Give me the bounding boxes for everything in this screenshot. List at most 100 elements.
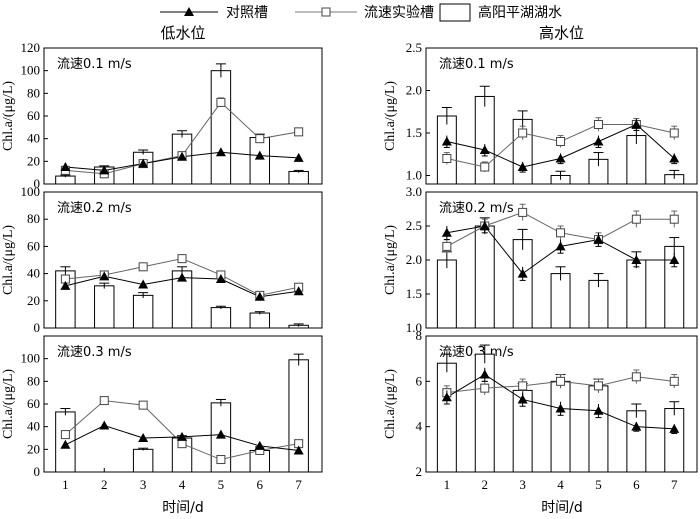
control-point (479, 221, 490, 230)
lake-bar (288, 171, 309, 185)
flow-point (60, 430, 70, 440)
y-tick-label: 40 (27, 419, 40, 434)
control-point (293, 445, 304, 455)
y-tick-label: 1.5 (406, 125, 422, 140)
flow-point (442, 241, 452, 251)
x-axis-title-left: 时间/d (162, 500, 204, 516)
lake-bar (550, 380, 571, 473)
lake-bar (249, 137, 271, 185)
flow-point (669, 128, 679, 138)
x-tick-label: 3 (140, 477, 147, 492)
control-point (555, 153, 566, 163)
control-point (254, 291, 265, 301)
control-point (99, 165, 110, 175)
control-point (441, 392, 452, 402)
y-tick-label: 120 (21, 40, 41, 55)
flow-point (294, 127, 304, 137)
flow-point (216, 455, 226, 465)
y-tick-label: 60 (27, 108, 40, 123)
lake-bar (512, 239, 533, 329)
control-point (517, 162, 528, 171)
control-point (517, 268, 528, 278)
flow-point (631, 372, 641, 382)
panel-title: 低水位 (160, 24, 205, 42)
lake-bar (288, 359, 309, 473)
y-tick-label: 80 (27, 85, 40, 100)
y-tick-label: 60 (27, 396, 40, 411)
panel-6: 2 4 6 8 1 2 3 4 5 6 7 Chl.a/(μg/L) 流速0.3 m/s (383, 328, 698, 492)
y-tick-label: 1.0 (406, 168, 422, 183)
x-tick-label: 2 (481, 477, 488, 492)
flow-point (669, 376, 679, 386)
y-axis-label: Chl.a/(μg/L) (383, 225, 398, 295)
lake-bar (474, 225, 495, 329)
flow-point (593, 381, 603, 391)
lake-bar (55, 175, 76, 185)
legend-flow-label: 流速实验槽 (364, 5, 434, 21)
y-tick-label: 0 (34, 464, 41, 479)
y-tick-label: 80 (27, 373, 40, 388)
y-tick-label: 1.5 (406, 286, 422, 301)
y-tick-label: 8 (416, 328, 423, 343)
control-point (293, 152, 304, 162)
flow-point (518, 381, 528, 391)
lake-bar (550, 273, 571, 329)
lake-bar (588, 385, 609, 473)
y-tick-label: 6 (416, 373, 423, 388)
lake-bar (132, 448, 154, 473)
x-tick-label: 4 (179, 477, 186, 492)
control-point (254, 150, 265, 160)
y-tick-label: 40 (27, 266, 40, 281)
control-point (631, 255, 642, 264)
panel-3: 0 20 40 60 80 100 Chl.a/(μg/L) 流速0.2 m/s (1, 184, 323, 335)
control-point (177, 431, 188, 441)
y-axis-label: Chl.a/(μg/L) (1, 81, 16, 151)
x-tick-label: 7 (295, 477, 302, 492)
control-point (177, 151, 188, 161)
y-tick-label: 80 (27, 211, 40, 226)
flow-speed-annotation: 流速0.1 m/s (439, 57, 514, 72)
control-point (593, 234, 604, 244)
flow-point (556, 228, 566, 238)
y-tick-label: 100 (21, 351, 41, 366)
y-tick-label: 2.0 (406, 83, 422, 98)
x-tick-label: 2 (101, 477, 108, 492)
control-point (669, 153, 680, 163)
y-tick-label: 2 (416, 464, 423, 479)
y-axis-label: Chl.a/(μg/L) (383, 369, 398, 439)
flow-point (480, 162, 490, 172)
x-tick-label: 4 (557, 477, 564, 492)
y-tick-label: 60 (27, 238, 40, 253)
lake-bar (94, 285, 115, 329)
control-point (60, 439, 71, 449)
control-point (593, 136, 604, 146)
y-tick-label: 4 (416, 419, 423, 434)
legend-flow-marker (321, 7, 331, 17)
y-axis-label: Chl.a/(μg/L) (383, 81, 398, 151)
control-point (138, 279, 149, 289)
y-tick-label: 2.5 (406, 218, 422, 233)
x-axis-title-right: 时间/d (541, 500, 583, 516)
flow-point (556, 376, 566, 386)
x-tick-label: 6 (257, 477, 264, 492)
lake-bar (588, 279, 609, 329)
y-tick-label: 0 (34, 320, 41, 335)
flow-speed-annotation: 流速0.2 m/s (439, 201, 514, 216)
lake-bar (132, 151, 154, 185)
flow-point (518, 207, 528, 217)
y-tick-label: 3.0 (406, 184, 422, 199)
control-point (215, 147, 226, 157)
y-tick-label: 20 (27, 153, 40, 168)
control-point (177, 272, 188, 282)
flow-point (255, 134, 265, 144)
y-tick-label: 1.0 (406, 320, 422, 335)
y-tick-label: 20 (27, 293, 40, 308)
lake-bar (436, 362, 457, 473)
x-tick-label: 6 (633, 477, 640, 492)
flow-point (99, 396, 109, 406)
legend: 对照槽 流速实验槽 高阳平湖湖水 (160, 3, 562, 22)
y-tick-label: 0 (34, 176, 41, 191)
flow-speed-annotation: 流速0.3 m/s (439, 345, 514, 360)
